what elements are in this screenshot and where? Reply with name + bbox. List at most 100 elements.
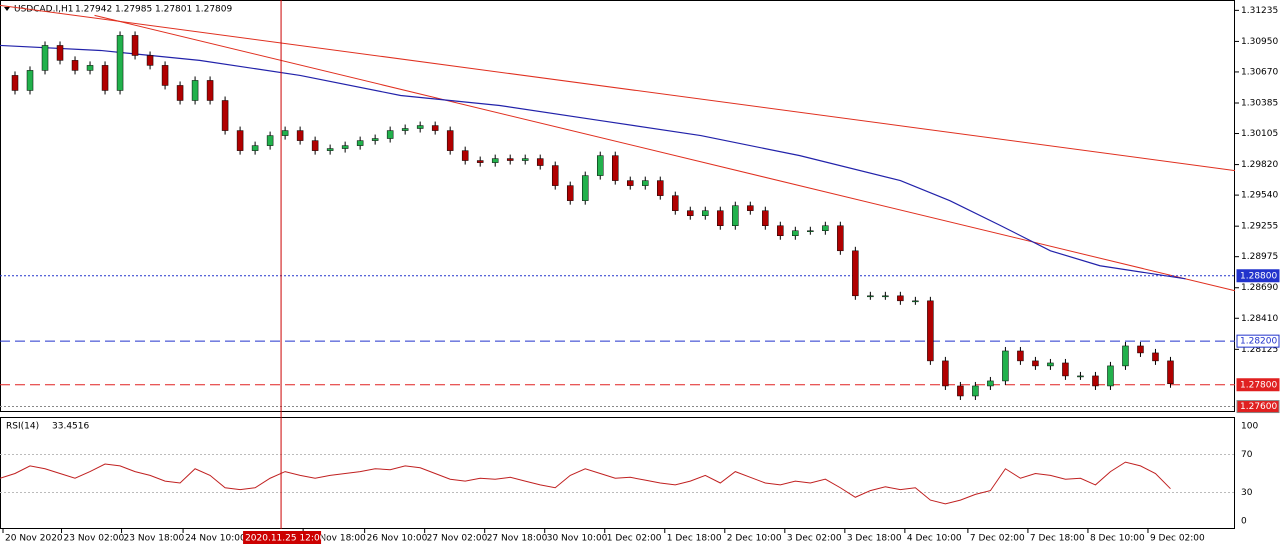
candle-body	[476, 160, 484, 163]
candle-body	[26, 70, 34, 91]
x-tick-label: 24 Nov 10:00	[185, 534, 246, 544]
y-tick-label: 1.28125	[1241, 345, 1278, 355]
candle-body	[131, 35, 139, 56]
x-tick-label: 26 Nov 10:00	[367, 534, 428, 544]
candle-body	[581, 175, 589, 201]
rsi-tick-label: 30	[1241, 488, 1253, 498]
y-tick-label: 1.30950	[1241, 37, 1278, 47]
x-tick-label: 9 Dec 02:00	[1150, 534, 1205, 544]
candle-body	[687, 210, 694, 216]
price-pane	[0, 0, 1235, 412]
candle-body	[296, 130, 304, 141]
candle-body	[987, 380, 994, 387]
y-tick-label: 1.28690	[1241, 283, 1278, 293]
candle-body	[777, 225, 784, 237]
x-tick-label: 25 Nov 18:00	[305, 534, 366, 544]
candle-body	[822, 225, 829, 231]
rsi-tick-label: 100	[1241, 422, 1258, 432]
candle-body	[1107, 365, 1114, 387]
level-label-box	[1236, 378, 1280, 392]
candle-body	[1002, 350, 1009, 382]
rsi-tick-label: 0	[1241, 517, 1247, 527]
candle-body	[747, 205, 754, 211]
trend-line	[0, 4, 1236, 172]
candle-body	[1122, 345, 1129, 367]
rsi-line	[0, 461, 1171, 505]
candle-body	[1152, 352, 1159, 362]
candle-body	[1077, 375, 1084, 378]
x-tick-label: 8 Dec 10:00	[1090, 534, 1145, 544]
x-tick-label: 27 Nov 02:00	[427, 534, 488, 544]
candle-body	[1017, 350, 1024, 362]
crosshair-label: 2020.11.25 12:00	[245, 534, 326, 544]
candle-body	[221, 100, 229, 131]
rsi-value: 33.4516	[52, 422, 89, 432]
candle-body	[672, 195, 679, 211]
level-label: 1.27600	[1240, 402, 1277, 412]
candle-body	[521, 158, 529, 161]
trend-line	[94, 14, 1236, 292]
candle-body	[251, 145, 259, 151]
candle-body	[191, 80, 199, 101]
crosshair-label-box	[243, 531, 322, 544]
candle-body	[1092, 375, 1099, 387]
level-label-box	[1236, 334, 1280, 348]
candle-body	[56, 45, 64, 61]
candle-body	[356, 140, 364, 146]
x-tick-label: 2 Dec 10:00	[727, 534, 782, 544]
candle-body	[927, 300, 934, 362]
ohlc-value: 1.27942	[75, 5, 112, 15]
candle-body	[957, 385, 964, 397]
candle-body	[176, 85, 184, 101]
y-tick-label: 1.30670	[1241, 67, 1278, 77]
candle-body	[146, 55, 154, 66]
x-tick-label: 20 Nov 2020	[5, 534, 63, 544]
y-tick-label: 1.31235	[1241, 6, 1278, 16]
candle-body	[311, 140, 319, 151]
candle-body	[627, 180, 634, 186]
x-tick-label: 7 Dec 18:00	[1030, 534, 1085, 544]
x-tick-label: 7 Dec 02:00	[970, 534, 1025, 544]
y-tick-label: 1.29255	[1241, 222, 1278, 232]
candle-body	[1062, 362, 1069, 377]
candle-body	[657, 180, 664, 196]
rsi-tick-label: 70	[1241, 450, 1253, 460]
x-tick-label: 23 Nov 18:00	[124, 534, 185, 544]
y-tick-label: 1.30105	[1241, 129, 1278, 139]
candle-body	[882, 295, 889, 298]
candle-body	[281, 130, 289, 136]
candle-body	[506, 158, 514, 161]
level-label: 1.27800	[1240, 380, 1277, 390]
candle-body	[116, 35, 124, 91]
candle-body	[386, 130, 394, 139]
x-tick-label: 30 Nov 10:00	[547, 534, 608, 544]
level-label: 1.28200	[1240, 337, 1277, 347]
candle-body	[852, 250, 859, 297]
y-tick-label: 1.28975	[1241, 252, 1278, 262]
y-tick-label: 1.29540	[1241, 191, 1278, 201]
candle-body	[897, 295, 904, 302]
candle-body	[11, 75, 19, 91]
symbol-icon	[4, 7, 10, 11]
candle-body	[1032, 360, 1039, 367]
candle-body	[642, 180, 649, 186]
candle-body	[551, 165, 559, 186]
candle-body	[762, 210, 769, 226]
candle-body	[41, 45, 49, 71]
y-tick-label: 1.28410	[1241, 314, 1278, 324]
candle-body	[837, 225, 844, 252]
candle-body	[1137, 345, 1144, 354]
x-tick-label: 1 Dec 02:00	[607, 534, 662, 544]
moving-average	[0, 44, 1186, 280]
level-label: 1.28800	[1240, 271, 1277, 281]
candle-body	[867, 295, 874, 298]
candle-body	[431, 125, 439, 131]
x-tick-label: 3 Dec 02:00	[787, 534, 842, 544]
candle-body	[611, 155, 619, 181]
candle-body	[86, 65, 94, 71]
x-tick-label: 27 Nov 18:00	[487, 534, 548, 544]
y-tick-label: 1.29820	[1241, 160, 1278, 170]
level-label-box	[1236, 269, 1280, 283]
ohlc-value: 1.27809	[195, 5, 232, 15]
